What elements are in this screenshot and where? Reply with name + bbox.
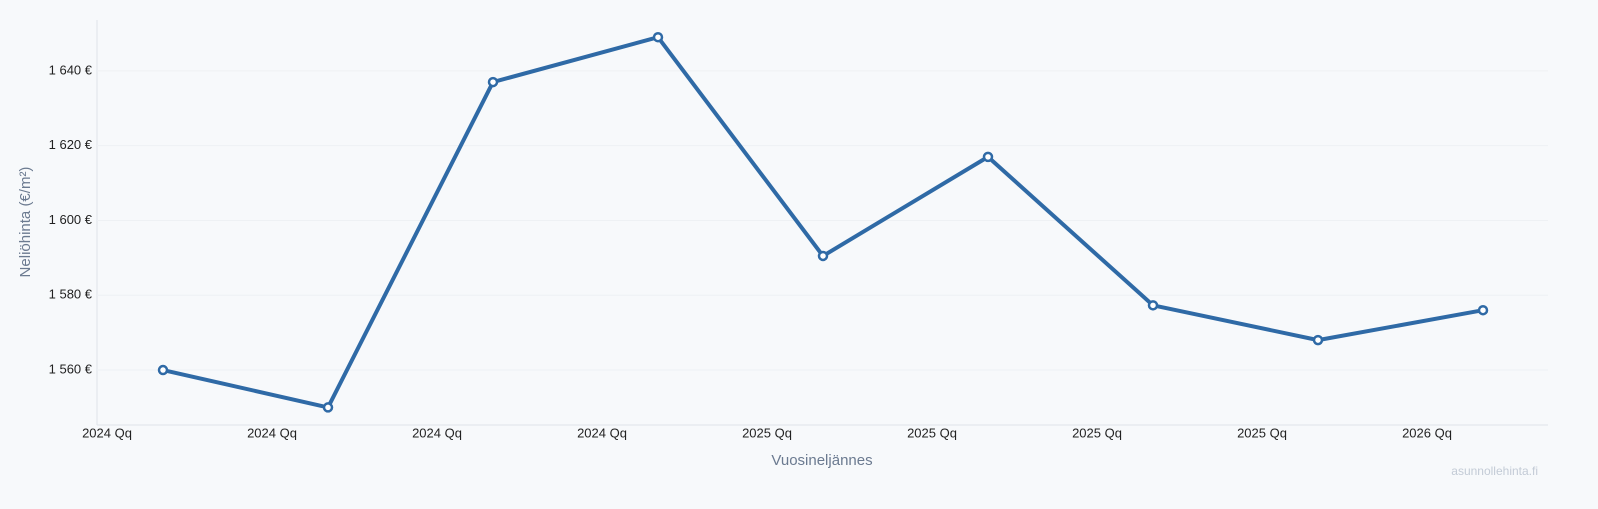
- y-axis-title: Neliöhinta (€/m²): [17, 167, 34, 278]
- y-tick-label: 1 600 €: [49, 212, 93, 227]
- y-tick-label: 1 580 €: [49, 287, 93, 302]
- watermark: asunnollehinta.fi: [1451, 464, 1538, 478]
- point: [652, 31, 664, 43]
- x-tick-label: 2026 Qq: [1402, 425, 1452, 440]
- y-tick-label: 1 640 €: [49, 62, 93, 77]
- x-tick-label: 2024 Qq: [577, 425, 627, 440]
- x-tick-label: 2024 Qq: [412, 425, 462, 440]
- x-tick-label: 2025 Qq: [742, 425, 792, 440]
- y-tick-label: 1 620 €: [49, 137, 93, 152]
- point: [157, 364, 169, 376]
- point: [487, 76, 499, 88]
- point: [1147, 300, 1159, 311]
- point: [1477, 304, 1489, 316]
- x-tick-label: 2025 Qq: [1237, 425, 1287, 440]
- point: [1312, 334, 1324, 346]
- x-tick-label: 2025 Qq: [1072, 425, 1122, 440]
- x-tick-label: 2024 Qq: [82, 425, 132, 440]
- y-tick-label: 1 560 €: [49, 361, 93, 376]
- x-tick-label: 2025 Qq: [907, 425, 957, 440]
- x-tick-label: 2024 Qq: [247, 425, 297, 440]
- x-axis-title: Vuosineljännes: [771, 452, 872, 469]
- point: [817, 250, 829, 262]
- point: [322, 402, 334, 413]
- point: [982, 151, 994, 163]
